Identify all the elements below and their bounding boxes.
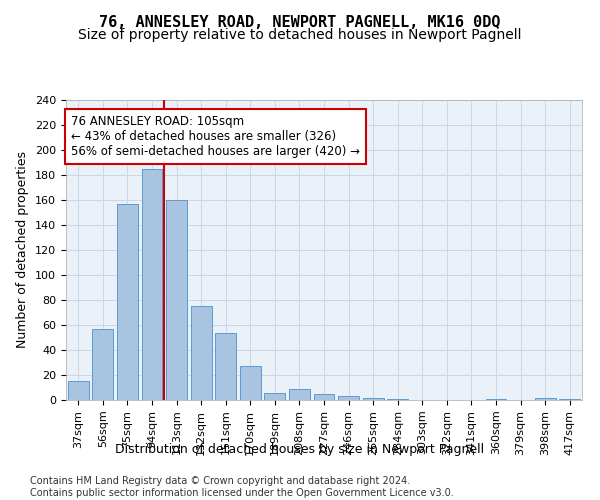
Bar [314,394,334,400]
Bar [338,396,359,400]
Text: Distribution of detached houses by size in Newport Pagnell: Distribution of detached houses by size … [115,442,485,456]
Bar [166,200,187,400]
Text: 76 ANNESLEY ROAD: 105sqm
← 43% of detached houses are smaller (326)
56% of semi-: 76 ANNESLEY ROAD: 105sqm ← 43% of detach… [71,115,360,158]
Bar [68,381,89,400]
Bar [265,392,286,400]
Bar [142,169,163,400]
Bar [535,398,556,400]
Bar [362,398,383,400]
Bar [117,204,138,400]
Bar [191,306,212,400]
Bar [387,399,408,400]
Y-axis label: Number of detached properties: Number of detached properties [16,152,29,348]
Bar [485,399,506,400]
Bar [559,399,580,400]
Bar [240,366,261,400]
Text: 76, ANNESLEY ROAD, NEWPORT PAGNELL, MK16 0DQ: 76, ANNESLEY ROAD, NEWPORT PAGNELL, MK16… [99,15,501,30]
Bar [92,329,113,400]
Text: Size of property relative to detached houses in Newport Pagnell: Size of property relative to detached ho… [78,28,522,42]
Bar [289,389,310,400]
Text: Contains HM Land Registry data © Crown copyright and database right 2024.
Contai: Contains HM Land Registry data © Crown c… [30,476,454,498]
Bar [215,332,236,400]
